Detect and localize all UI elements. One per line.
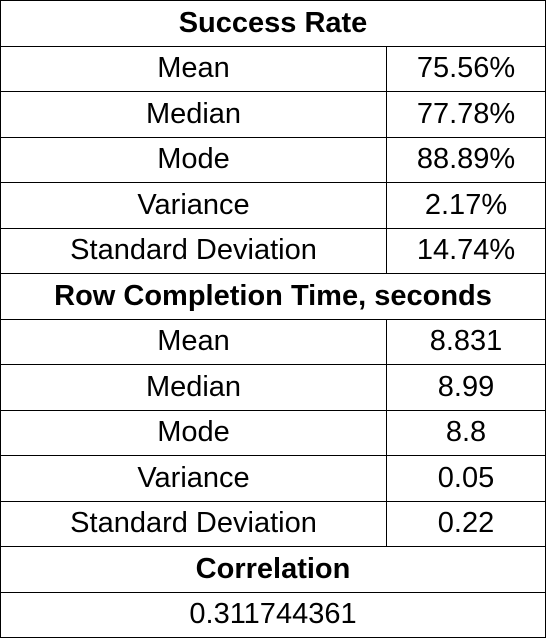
- table-row: 0.311744361: [0, 591, 546, 638]
- stat-label: Mode: [0, 136, 387, 183]
- table-row: Standard Deviation 0.22: [0, 500, 546, 547]
- section-header-row: Success Rate: [0, 0, 546, 47]
- table-row: Mean 8.831: [0, 318, 546, 365]
- row-completion-header: Row Completion Time, seconds: [0, 273, 546, 320]
- stat-label: Standard Deviation: [0, 500, 387, 547]
- table-row: Standard Deviation 14.74%: [0, 227, 546, 274]
- stat-value: 0.05: [386, 455, 546, 502]
- stat-label: Mode: [0, 409, 387, 456]
- correlation-value: 0.311744361: [0, 591, 546, 638]
- stat-label: Variance: [0, 182, 387, 229]
- stat-value: 0.22: [386, 500, 546, 547]
- stat-label: Median: [0, 91, 387, 138]
- stat-label: Mean: [0, 318, 387, 365]
- stat-value: 8.8: [386, 409, 546, 456]
- stat-value: 2.17%: [386, 182, 546, 229]
- stat-label: Variance: [0, 455, 387, 502]
- table-row: Mode 8.8: [0, 409, 546, 456]
- table-row: Median 77.78%: [0, 91, 546, 138]
- table-row: Variance 2.17%: [0, 182, 546, 229]
- section-header-row: Correlation: [0, 546, 546, 593]
- stat-value: 14.74%: [386, 227, 546, 274]
- table-row: Mode 88.89%: [0, 136, 546, 183]
- stat-label: Median: [0, 364, 387, 411]
- stat-value: 75.56%: [386, 45, 546, 92]
- stat-value: 8.831: [386, 318, 546, 365]
- stat-value: 8.99: [386, 364, 546, 411]
- stat-value: 77.78%: [386, 91, 546, 138]
- correlation-header: Correlation: [0, 546, 546, 593]
- stat-label: Mean: [0, 45, 387, 92]
- stat-value: 88.89%: [386, 136, 546, 183]
- table-row: Median 8.99: [0, 364, 546, 411]
- stat-label: Standard Deviation: [0, 227, 387, 274]
- table-row: Mean 75.56%: [0, 45, 546, 92]
- section-header-row: Row Completion Time, seconds: [0, 273, 546, 320]
- success-rate-header: Success Rate: [0, 0, 546, 47]
- table-row: Variance 0.05: [0, 455, 546, 502]
